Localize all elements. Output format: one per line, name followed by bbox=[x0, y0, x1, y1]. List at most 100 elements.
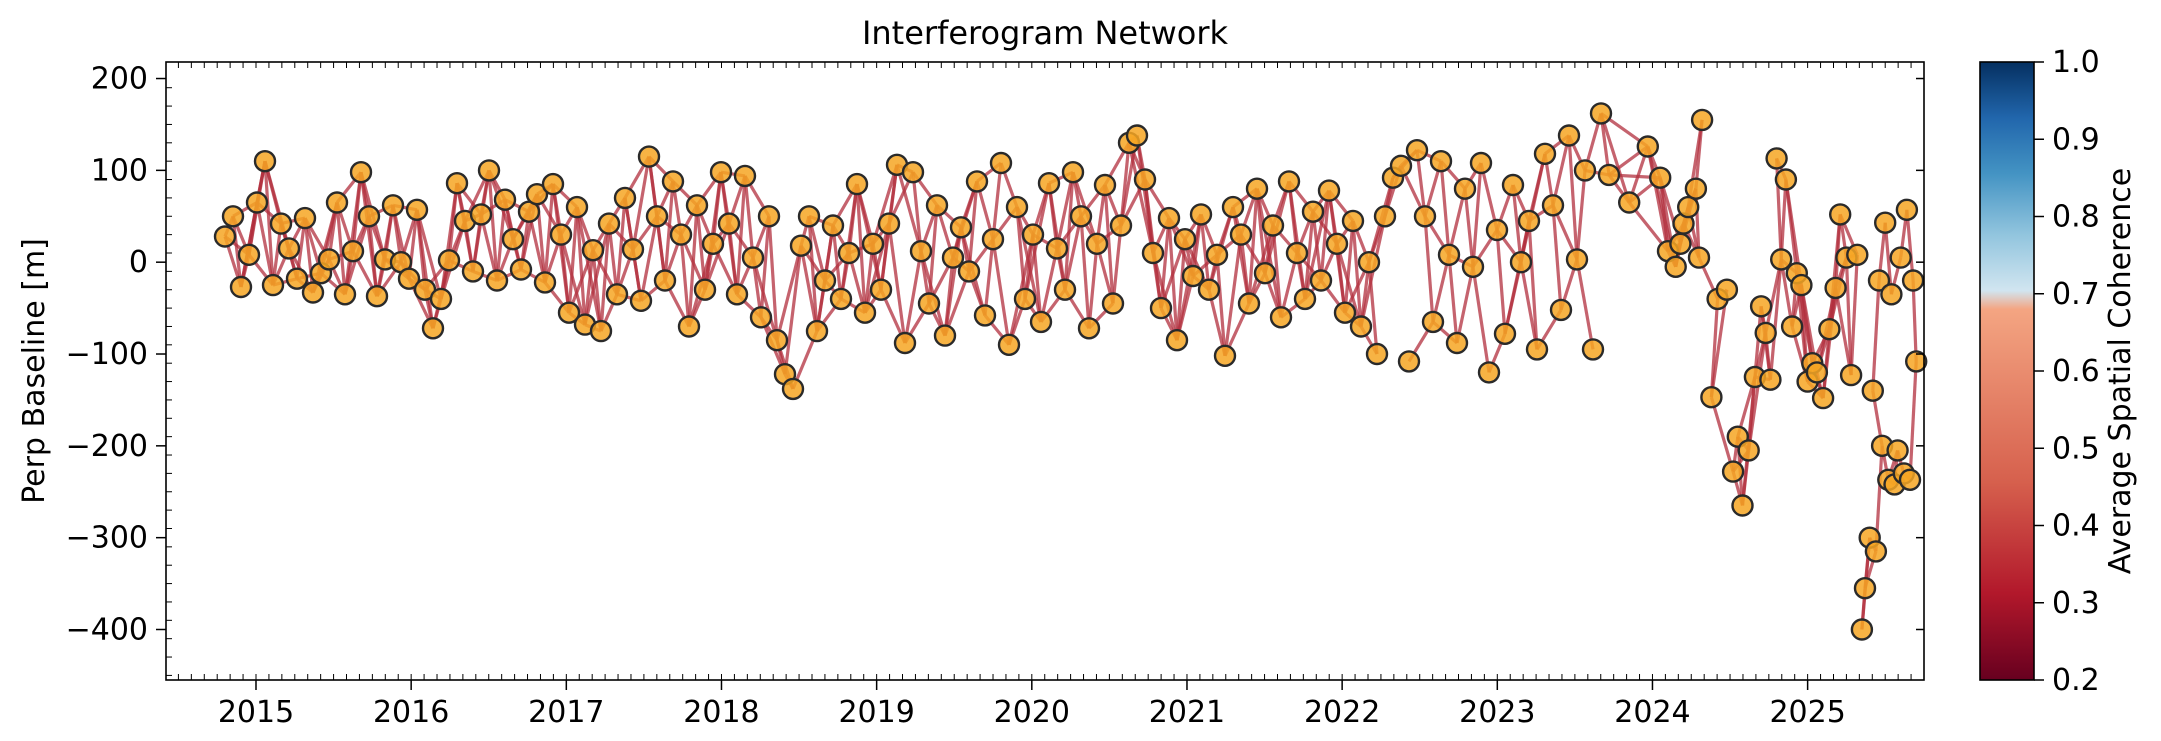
interferogram-edge bbox=[1063, 172, 1075, 290]
y-axis-title: Perp Baseline [m] bbox=[17, 238, 52, 504]
acquisition-point bbox=[1790, 273, 1813, 297]
interferogram-edge bbox=[1087, 243, 1099, 329]
acquisition-point bbox=[1880, 283, 1903, 306]
acquisition-point bbox=[1485, 218, 1509, 242]
acquisition-point bbox=[805, 319, 829, 343]
acquisition-point bbox=[1867, 269, 1891, 292]
acquisition-point bbox=[733, 164, 757, 188]
interferogram-edge bbox=[631, 156, 651, 250]
acquisition-point bbox=[1101, 292, 1125, 315]
x-tick-label: 2020 bbox=[994, 695, 1070, 730]
acquisition-point bbox=[1085, 232, 1109, 256]
interferogram-edge bbox=[367, 216, 379, 297]
acquisition-point bbox=[797, 205, 821, 228]
interferogram-edge bbox=[855, 184, 867, 313]
interferogram-edge bbox=[703, 223, 731, 291]
acquisition-point bbox=[1285, 241, 1309, 265]
acquisition-point bbox=[1357, 251, 1381, 274]
acquisition-point bbox=[325, 191, 349, 214]
interferogram-edge bbox=[1431, 254, 1451, 323]
acquisition-point bbox=[1277, 170, 1301, 193]
acquisition-point bbox=[1325, 232, 1349, 256]
acquisition-point bbox=[1205, 243, 1229, 267]
interferogram-edge bbox=[1463, 188, 1475, 267]
colorbar-label: Average Spatial Coherence bbox=[2103, 168, 2138, 574]
interferogram-edge bbox=[1753, 306, 1763, 378]
acquisition-point bbox=[1676, 195, 1700, 219]
acquisition-point bbox=[525, 182, 549, 206]
y-tick-label: 200 bbox=[91, 62, 148, 97]
interferogram-edge bbox=[1551, 205, 1563, 311]
acquisition-point bbox=[957, 260, 981, 283]
interferogram-edge bbox=[1871, 280, 1881, 391]
interferogram-edge bbox=[1527, 220, 1539, 350]
interferogram-edge bbox=[1779, 259, 1794, 327]
acquisition-point bbox=[1453, 177, 1477, 200]
interferogram-edge bbox=[1575, 170, 1587, 260]
acquisition-point bbox=[813, 269, 837, 292]
acquisition-point bbox=[741, 246, 765, 269]
interferogram-edge bbox=[1271, 225, 1283, 318]
acquisition-point bbox=[781, 377, 805, 401]
interferogram-edge bbox=[231, 216, 243, 288]
interferogram-edge bbox=[591, 250, 603, 332]
acquisition-point bbox=[949, 216, 973, 239]
acquisition-point bbox=[717, 212, 741, 235]
interferogram-edge bbox=[903, 250, 923, 344]
x-tick-label: 2015 bbox=[218, 695, 294, 730]
acquisition-point bbox=[269, 212, 293, 235]
interferogram-edge bbox=[1709, 396, 1735, 473]
acquisition-point bbox=[1861, 379, 1885, 402]
x-tick-label: 2025 bbox=[1769, 695, 1845, 730]
y-axis-ticks: 200 100 0 −100 −200 −300 −400 bbox=[66, 62, 1924, 676]
acquisition-point bbox=[901, 160, 925, 184]
interferogram-edge bbox=[447, 183, 459, 261]
acquisition-point bbox=[1780, 315, 1804, 338]
acquisition-point bbox=[1828, 203, 1852, 226]
interferogram-edge bbox=[1351, 220, 1363, 327]
acquisition-point bbox=[1901, 269, 1925, 292]
y-tick-label: 100 bbox=[91, 153, 148, 188]
acquisition-point bbox=[1687, 246, 1711, 269]
interferogram-edge bbox=[1511, 184, 1523, 263]
interferogram-edge bbox=[1223, 234, 1243, 357]
acquisition-point bbox=[1221, 195, 1245, 219]
acquisition-point bbox=[1269, 306, 1293, 329]
x-tick-label: 2024 bbox=[1614, 695, 1690, 730]
interferogram-edge bbox=[263, 161, 275, 286]
acquisition-point bbox=[629, 289, 653, 312]
acquisition-point bbox=[1341, 209, 1365, 233]
acquisition-point bbox=[1700, 386, 1723, 409]
interferogram-edge bbox=[1215, 254, 1227, 356]
acquisition-point bbox=[213, 225, 237, 248]
acquisition-point bbox=[245, 191, 269, 214]
interferogram-edge bbox=[799, 245, 819, 332]
acquisition-point bbox=[597, 212, 621, 235]
acquisition-point bbox=[1690, 108, 1714, 132]
acquisition-point bbox=[1069, 205, 1093, 228]
interferogram-edge bbox=[663, 181, 675, 281]
interferogram-edge bbox=[1479, 162, 1499, 231]
acquisition-point bbox=[1261, 214, 1285, 237]
acquisition-point bbox=[637, 145, 661, 168]
interferogram-edge bbox=[1031, 234, 1043, 323]
interferogram-edge bbox=[1447, 254, 1459, 344]
acquisition-point bbox=[1731, 494, 1754, 517]
acquisition-point bbox=[861, 232, 885, 256]
interferogram-edge bbox=[1103, 184, 1115, 304]
interferogram-edge bbox=[1495, 229, 1507, 334]
acquisition-point bbox=[1005, 195, 1029, 219]
interferogram-edge bbox=[1311, 211, 1323, 281]
acquisition-point bbox=[917, 292, 941, 315]
acquisition-point bbox=[1229, 223, 1253, 246]
interferogram-edge bbox=[1167, 217, 1179, 341]
interferogram-edge bbox=[991, 162, 1003, 240]
acquisition-point bbox=[1589, 102, 1613, 125]
acquisition-point bbox=[981, 227, 1005, 251]
acquisition-point bbox=[1333, 301, 1357, 324]
acquisition-point bbox=[941, 246, 965, 269]
acquisition-point bbox=[1181, 264, 1205, 288]
interferogram-edge bbox=[1567, 135, 1579, 260]
acquisition-point bbox=[693, 278, 717, 301]
